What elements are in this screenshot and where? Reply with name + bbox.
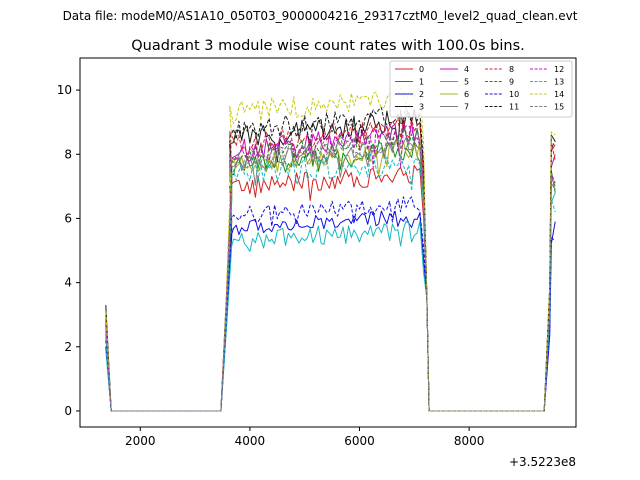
x-offset-label: +3.5223e8 xyxy=(509,455,576,469)
series-line-9 xyxy=(105,127,556,412)
legend-label-3: 3 xyxy=(419,103,424,112)
legend-label-15: 15 xyxy=(554,103,564,112)
legend-label-8: 8 xyxy=(509,65,514,74)
y-tick-label: 6 xyxy=(64,211,72,225)
x-tick-label: 8000 xyxy=(454,434,485,448)
legend-label-2: 2 xyxy=(419,90,424,99)
series-line-4 xyxy=(105,121,556,412)
plot-frame xyxy=(79,57,577,428)
series-layer xyxy=(105,87,556,412)
legend-label-6: 6 xyxy=(464,90,469,99)
legend-label-14: 14 xyxy=(554,90,564,99)
legend-label-12: 12 xyxy=(554,65,564,74)
series-line-13 xyxy=(105,153,556,412)
series-line-11 xyxy=(105,106,556,412)
series-line-8 xyxy=(105,117,556,412)
x-tick-label: 4000 xyxy=(235,434,266,448)
chart-title: Quadrant 3 module wise count rates with … xyxy=(131,38,525,54)
series-line-2 xyxy=(105,210,556,412)
legend-label-4: 4 xyxy=(464,65,469,74)
legend-box xyxy=(389,60,573,118)
legend-label-9: 9 xyxy=(509,78,514,87)
y-tick-label: 4 xyxy=(64,276,72,290)
legend-label-1: 1 xyxy=(419,78,424,87)
legend-label-13: 13 xyxy=(554,78,564,87)
y-tick-label: 0 xyxy=(64,404,72,418)
series-line-5 xyxy=(105,192,556,412)
legend-label-11: 11 xyxy=(509,103,519,112)
x-tick-label: 6000 xyxy=(344,434,375,448)
x-axis: 2000 4000 6000 8000 xyxy=(125,427,484,448)
figure-suptitle: Data file: modeM0/AS1A10_050T03_90000042… xyxy=(63,9,578,23)
y-tick-label: 8 xyxy=(64,147,72,161)
legend-label-7: 7 xyxy=(464,103,469,112)
legend-label-5: 5 xyxy=(464,78,469,87)
x-tick-label: 2000 xyxy=(125,434,156,448)
y-tick-label: 2 xyxy=(64,340,72,354)
legend-label-0: 0 xyxy=(419,65,424,74)
y-axis: 0 2 4 6 8 10 xyxy=(57,83,80,418)
legend-label-10: 10 xyxy=(509,90,519,99)
series-line-3 xyxy=(105,109,556,412)
series-line-15 xyxy=(105,136,556,412)
series-line-0 xyxy=(105,144,556,412)
y-tick-label: 10 xyxy=(57,83,72,97)
